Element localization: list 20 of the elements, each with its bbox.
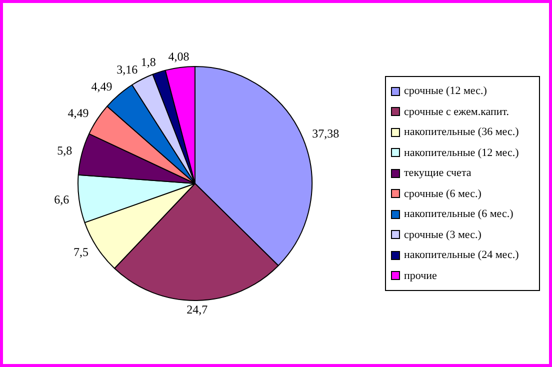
data-label: 4,08	[168, 50, 190, 64]
legend-label: накопительные (12 мес.)	[404, 146, 519, 159]
data-label: 7,5	[74, 244, 89, 259]
data-label: 5,8	[57, 143, 72, 158]
legend-label: срочные с ежем.капит.	[404, 106, 510, 118]
legend-label: прочие	[404, 270, 437, 282]
legend-label: накопительные (24 мес.)	[404, 249, 519, 262]
data-label: 3,16	[116, 62, 138, 76]
legend-label: накопительные (36 мес.)	[404, 126, 519, 138]
data-label: 6,6	[54, 192, 70, 207]
data-label: 4,49	[68, 106, 89, 120]
legend-label: текущие счета	[404, 167, 472, 180]
data-label: 24,7	[186, 302, 208, 317]
data-label: 1,8	[140, 54, 156, 69]
legend-label: срочные (3 мес.)	[404, 228, 482, 241]
legend-label: накопительные (6 мес.)	[404, 208, 514, 220]
data-label: 37,38	[312, 126, 340, 141]
data-label: 4,49	[91, 79, 112, 94]
legend-label: срочные (6 мес.)	[404, 188, 482, 200]
legend-label: срочные (12 мес.)	[404, 85, 487, 98]
